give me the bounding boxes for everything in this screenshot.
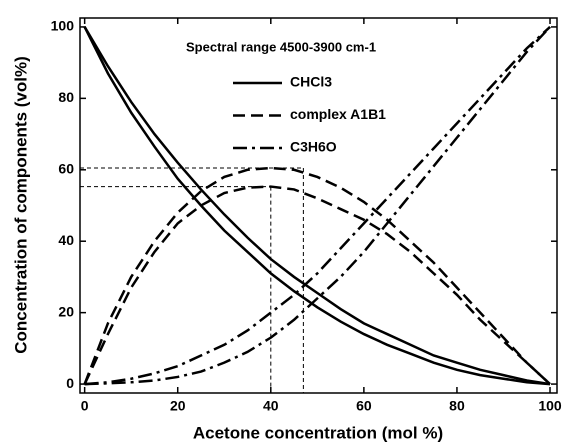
series-line bbox=[84, 26, 551, 386]
legend-title: Spectral range 4500-3900 cm-1 bbox=[186, 39, 376, 54]
legend-label: C3H6O bbox=[290, 139, 337, 155]
legend-label: CHCl3 bbox=[290, 74, 332, 90]
x-tick-label: 0 bbox=[81, 398, 89, 414]
x-tick-label: 40 bbox=[263, 398, 279, 414]
legend-label: complex A1B1 bbox=[290, 106, 386, 122]
y-tick-label: 100 bbox=[51, 18, 75, 34]
y-axis-label: Concentration of components (vol%) bbox=[11, 56, 30, 354]
y-tick-label: 40 bbox=[58, 232, 74, 248]
series-line bbox=[83, 26, 551, 386]
y-tick-label: 20 bbox=[58, 303, 74, 319]
x-axis-label: Acetone concentration (mol %) bbox=[193, 423, 443, 442]
x-tick-label: 80 bbox=[449, 398, 465, 414]
series-line bbox=[84, 26, 551, 386]
series-line bbox=[83, 166, 551, 385]
y-tick-label: 0 bbox=[66, 375, 74, 391]
series-line bbox=[83, 26, 551, 386]
series-line bbox=[83, 185, 551, 385]
plot-frame bbox=[79, 17, 558, 394]
x-tick-label: 100 bbox=[538, 398, 562, 414]
x-tick-label: 20 bbox=[170, 398, 186, 414]
y-tick-label: 60 bbox=[58, 160, 74, 176]
x-tick-label: 60 bbox=[356, 398, 372, 414]
y-tick-label: 80 bbox=[58, 89, 74, 105]
